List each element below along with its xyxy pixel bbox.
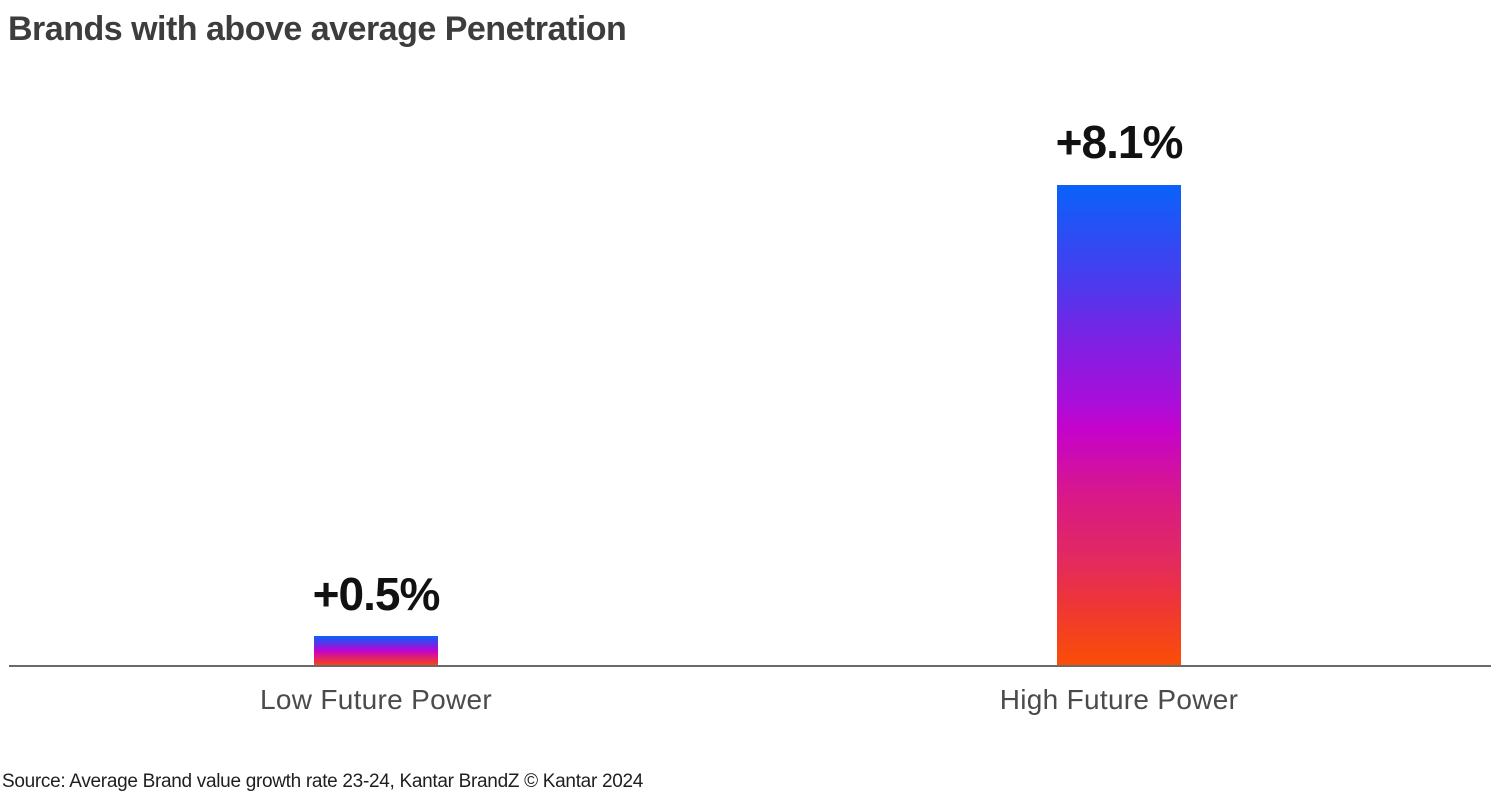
axis-label-high-future-power: High Future Power [999, 684, 1239, 715]
axis-label-low-future-power: Low Future Power [259, 684, 492, 715]
bar-low-future-power [314, 636, 438, 666]
x-axis-baseline [9, 665, 1491, 667]
chart-title: Brands with above average Penetration [8, 10, 627, 48]
bar-high-future-power [1057, 185, 1181, 666]
value-label-low-future-power: +0.5% [312, 568, 441, 620]
value-label-high-future-power: +8.1% [1055, 116, 1184, 168]
source-note: Source: Average Brand value growth rate … [2, 771, 644, 792]
